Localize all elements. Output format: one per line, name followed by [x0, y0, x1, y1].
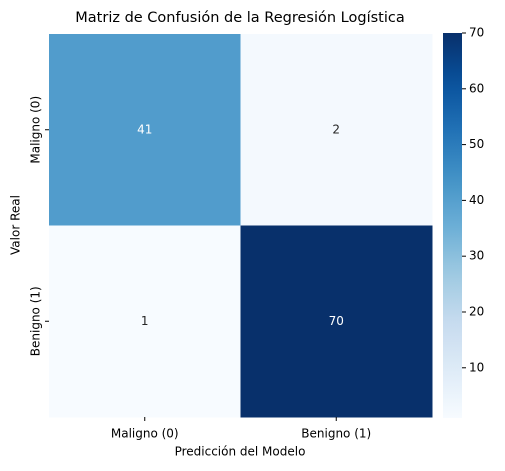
chart-title: Matriz de Confusión de la Regresión Logí…	[75, 10, 404, 26]
x-axis-label: Predicción del Modelo	[175, 445, 306, 459]
heatmap-cell	[240, 34, 433, 226]
colorbar-tick-label: 60	[469, 81, 484, 95]
colorbar-tick-label: 30	[469, 249, 484, 263]
x-tick-label: Benigno (1)	[301, 427, 371, 441]
heatmap-cell	[49, 34, 241, 226]
colorbar-tick-label: 70	[469, 26, 484, 40]
colorbar-tick-label: 10	[469, 360, 484, 374]
heatmap-cell	[49, 225, 241, 418]
cell-label: 1	[141, 314, 149, 328]
y-tick-label: Maligno (0)	[29, 96, 43, 164]
colorbar-tick-label: 40	[469, 193, 484, 207]
y-axis-label: Valor Real	[9, 195, 23, 255]
heatmap-cell	[240, 225, 433, 418]
colorbar-tick-label: 50	[469, 137, 484, 151]
cell-label: 2	[332, 122, 340, 136]
y-tick-label: Benigno (1)	[29, 286, 43, 356]
colorbar	[443, 33, 462, 418]
x-tick-label: Maligno (0)	[111, 427, 179, 441]
cell-label: 70	[329, 314, 344, 328]
cell-label: 41	[137, 122, 152, 136]
colorbar-tick-label: 20	[469, 304, 484, 318]
